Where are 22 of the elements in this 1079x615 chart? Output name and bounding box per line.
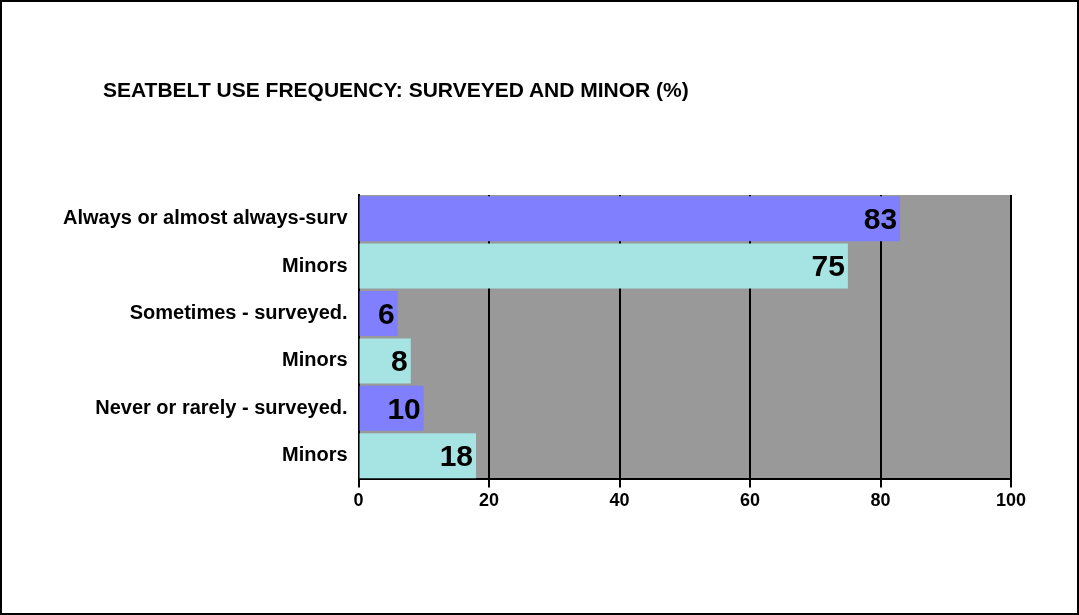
- data-label: 6: [378, 296, 395, 330]
- chart-title: SEATBELT USE FREQUENCY: SURVEYED AND MINOR (%): [103, 78, 689, 102]
- x-tick-label: 0: [353, 490, 364, 511]
- data-label: 75: [811, 249, 845, 283]
- y-tick-label: Sometimes - surveyed.: [129, 301, 348, 324]
- y-tick-label: Never or rarely - surveyed.: [95, 395, 348, 418]
- y-tick-label: Always or almost always-surv: [62, 206, 349, 229]
- data-label: 10: [387, 391, 421, 425]
- x-tick-label: 20: [479, 490, 500, 511]
- data-label: 18: [439, 438, 474, 472]
- y-tick-label: Minors: [282, 443, 348, 466]
- y-tick-label: Minors: [282, 253, 348, 276]
- bar: [359, 433, 477, 479]
- x-tick-label: 60: [740, 490, 761, 511]
- x-tick-label: 80: [870, 490, 891, 511]
- bar: [359, 196, 901, 242]
- bar: [359, 243, 848, 289]
- data-label: 8: [391, 344, 408, 378]
- x-tick-label: 40: [609, 490, 630, 511]
- y-tick-label: Minors: [282, 348, 348, 371]
- x-tick-label: 100: [995, 490, 1027, 511]
- data-label: 83: [863, 201, 898, 235]
